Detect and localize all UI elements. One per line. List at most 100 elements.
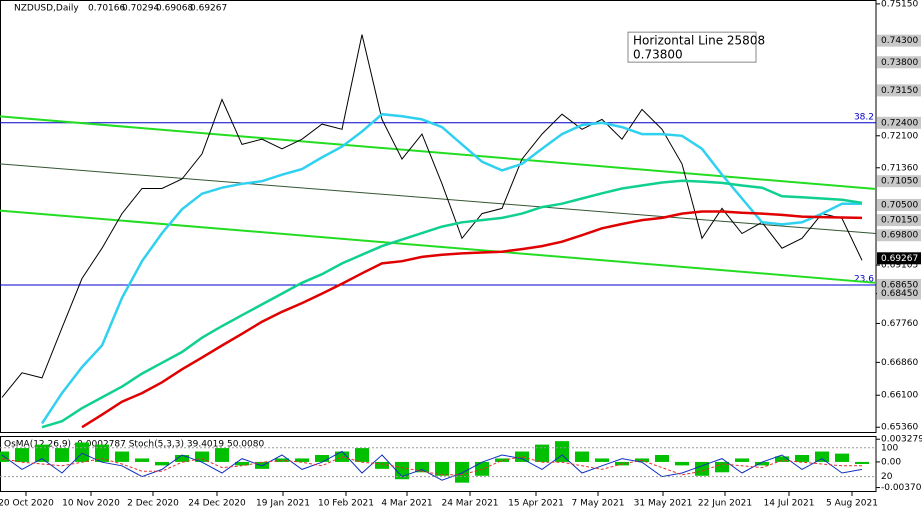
ohlc-close: 0.69267 xyxy=(190,4,227,14)
osma-bar xyxy=(455,461,469,483)
osma-bar xyxy=(515,451,529,462)
moving-average xyxy=(41,179,863,429)
x-tick-label: 2 Dec 2020 xyxy=(127,499,179,509)
y-tick-label: 0.72100 xyxy=(881,131,918,141)
osma-bar xyxy=(495,458,509,462)
moving-average xyxy=(40,112,862,425)
x-tick-label: 7 May 2021 xyxy=(572,499,625,509)
y-tick-label: 0.66100 xyxy=(881,391,918,401)
osma-bar xyxy=(795,455,809,462)
y-tick-label: 0.65360 xyxy=(881,423,918,433)
x-tick-label: 10 Nov 2020 xyxy=(62,499,120,509)
last-price-box xyxy=(877,252,921,265)
osma-bar xyxy=(95,444,109,462)
osma-bar xyxy=(575,451,589,462)
osc-frame xyxy=(0,436,877,492)
x-tick-label: 4 Mar 2021 xyxy=(381,499,432,509)
tooltip-box xyxy=(627,31,757,63)
x-tick-label: 10 Feb 2021 xyxy=(318,499,374,509)
x-tick-label: 24 Mar 2021 xyxy=(441,499,498,509)
x-tick-label: 20 Oct 2020 xyxy=(0,499,54,509)
x-tick-label: 14 Jul 2021 xyxy=(764,499,815,509)
osma-bar xyxy=(655,455,669,462)
osma-bar xyxy=(55,448,69,462)
osma-bar xyxy=(215,448,229,462)
y-tick-label: 0.66860 xyxy=(881,358,918,368)
level-label: 0.68650 xyxy=(881,280,918,290)
osma-bar xyxy=(355,448,369,462)
osma-bar xyxy=(675,461,689,466)
osma-bar xyxy=(855,461,869,464)
osma-bar xyxy=(835,453,849,462)
last-price-label: 0.69267 xyxy=(881,254,918,264)
osma-bar xyxy=(195,451,209,462)
y-tick-label: 0.00 xyxy=(881,457,901,467)
level-box xyxy=(877,116,921,129)
symbol-title: NZDUSD,Daily xyxy=(14,4,79,14)
y2-tick-label: 100 xyxy=(881,443,898,453)
level-box xyxy=(877,198,921,211)
trend-line xyxy=(0,209,877,284)
level-label: 0.70500 xyxy=(881,200,918,210)
level-box xyxy=(877,175,921,188)
level-box xyxy=(877,56,921,69)
osma-bar xyxy=(775,456,789,462)
fib-label: 38.2 xyxy=(854,112,874,122)
level-label: 0.73800 xyxy=(881,58,918,68)
stoch-line xyxy=(1,450,863,481)
level-box xyxy=(877,34,921,47)
level-box xyxy=(877,214,921,227)
ohlc-low: 0.69068 xyxy=(156,4,193,14)
osma-bar xyxy=(35,444,49,462)
x-tick-label: 22 Jun 2021 xyxy=(698,499,752,509)
fib-label: 23.6 xyxy=(854,274,874,284)
osma-bar xyxy=(815,451,829,462)
y2-tick-label: 20 xyxy=(881,472,893,482)
y-tick-label: 0.67760 xyxy=(881,319,918,329)
osma-bar xyxy=(555,441,569,462)
tooltip-value: 0.73800 xyxy=(633,48,683,62)
x-tick-label: 24 Dec 2020 xyxy=(188,499,246,509)
level-box xyxy=(877,287,921,300)
ohlc-high: 0.70294 xyxy=(122,4,159,14)
tooltip-name: Horizontal Line 25808 xyxy=(633,34,765,48)
stoch-line xyxy=(1,456,862,476)
osma-bar xyxy=(155,461,169,466)
level-label: 0.73150 xyxy=(881,86,918,96)
osma-bar xyxy=(375,461,389,469)
x-tick-label: 31 May 2021 xyxy=(634,499,693,509)
x-tick-label: 5 Aug 2021 xyxy=(826,499,878,509)
osma-bar xyxy=(175,455,189,462)
level-label: 0.68450 xyxy=(881,289,918,299)
osma-bar xyxy=(75,442,89,462)
level-box xyxy=(877,84,921,97)
osma-bar xyxy=(415,461,429,473)
y-tick-label: 0.75150 xyxy=(881,0,918,9)
moving-average xyxy=(81,210,863,429)
osma-bar xyxy=(435,461,449,476)
level-label: 0.70150 xyxy=(881,216,918,226)
level-label: 0.72400 xyxy=(881,118,918,128)
trend-line xyxy=(0,115,877,190)
level-box xyxy=(877,229,921,242)
osma-bar xyxy=(15,448,29,462)
osma-bar xyxy=(115,451,129,462)
ohlc-open: 0.70166 xyxy=(88,4,125,14)
level-label: 0.71050 xyxy=(881,177,918,187)
osma-bar xyxy=(595,458,609,462)
main-frame xyxy=(0,0,877,433)
osma-bar xyxy=(315,455,329,462)
osma-bar xyxy=(535,444,549,462)
y-tick-label: 0.71360 xyxy=(881,163,918,173)
osma-bar xyxy=(235,461,249,466)
level-label: 0.74300 xyxy=(881,36,918,46)
y-tick-label: -0.003702 xyxy=(881,483,922,493)
y-tick-label: 0.69105 xyxy=(881,261,918,271)
x-tick-label: 19 Jan 2021 xyxy=(256,499,310,509)
osma-bar xyxy=(755,461,769,466)
osma-bar xyxy=(715,461,729,473)
osma-bar xyxy=(135,458,149,462)
x-tick-label: 15 Apr 2021 xyxy=(508,499,564,509)
